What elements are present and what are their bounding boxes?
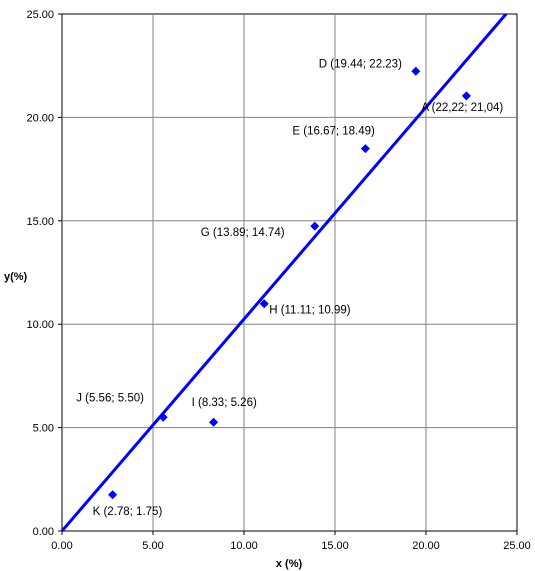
data-point-label: G (13.89; 14.74): [201, 227, 285, 239]
data-point-label: I (8.33; 5.26): [192, 397, 257, 409]
data-points: [108, 66, 471, 500]
y-tick-label: 25.00: [26, 9, 54, 21]
data-point-label: H (11.11; 10.99): [269, 305, 351, 317]
y-tick-label: 15.00: [26, 216, 54, 228]
data-point-marker: [158, 412, 168, 422]
data-point-label: E (16.67; 18.49): [292, 126, 375, 138]
y-tick-label: 20.00: [26, 112, 54, 124]
data-point-marker: [411, 66, 421, 76]
point-labels: A (22,22; 21,04) D (19.44; 22.23) E (16.67…: [76, 58, 503, 518]
trendline-group: [60, 13, 508, 532]
x-tick-label: 10.00: [230, 540, 258, 552]
x-axis-ticks: 0.00 5.00 10.00 15.00 20.00 25.00: [51, 531, 531, 552]
x-tick-label: 20.00: [412, 540, 440, 552]
y-axis-ticks: 0.00 5.00 10.00 15.00 20.00 25.00: [26, 9, 62, 538]
x-tick-label: 25.00: [503, 540, 531, 552]
data-point-marker: [209, 417, 219, 427]
y-tick-label: 0.00: [33, 526, 54, 538]
data-point-label: D (19.44; 22.23): [319, 58, 402, 70]
y-axis-title: y(%): [4, 271, 28, 283]
gridlines: [62, 14, 517, 531]
x-tick-label: 0.00: [51, 540, 72, 552]
data-point-label: J (5.56; 5.50): [76, 392, 144, 404]
x-tick-label: 15.00: [321, 540, 349, 552]
y-tick-label: 10.00: [26, 319, 54, 331]
data-point-marker: [259, 299, 269, 309]
data-point-marker: [310, 221, 320, 231]
data-point-marker: [108, 490, 118, 500]
trendline: [60, 13, 508, 532]
x-tick-label: 5.00: [142, 540, 163, 552]
data-point-label: K (2.78; 1.75): [93, 506, 163, 518]
y-tick-label: 5.00: [33, 423, 54, 435]
data-point-marker: [360, 144, 370, 154]
x-axis-title: x (%): [276, 558, 303, 570]
data-point-label: A (22,22; 21,04): [421, 102, 503, 114]
data-point-marker: [461, 91, 471, 101]
